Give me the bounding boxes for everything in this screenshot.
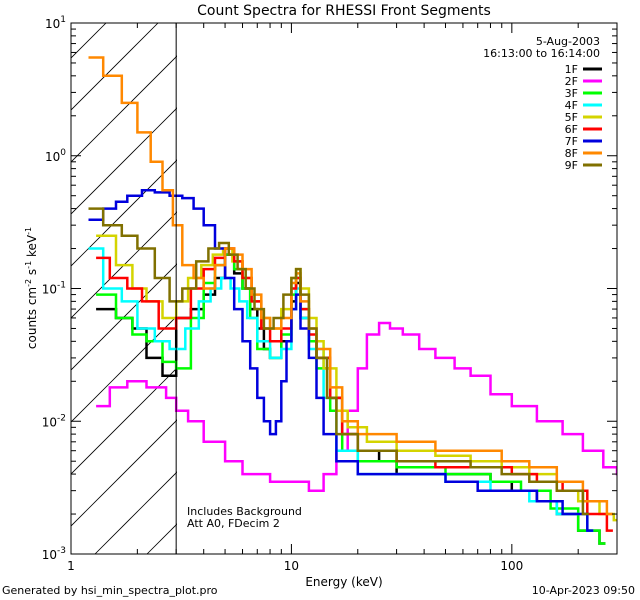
series-3F (96, 253, 606, 545)
y-tick-label: 10-1 (42, 281, 66, 297)
observation-date: 5-Aug-2003 (536, 35, 600, 48)
legend-label-2F: 2F (565, 75, 578, 88)
series-2F (96, 321, 617, 492)
y-axis-label: counts cm-2 s-1 keV-1 (24, 227, 39, 349)
hatch-line (94, 471, 177, 554)
footer-timestamp: 10-Apr-2023 09:50 (531, 584, 635, 597)
chart-title: Count Spectra for RHESSI Front Segments (197, 3, 491, 19)
x-tick-label: 10 (284, 559, 299, 573)
legend-label-3F: 3F (565, 87, 578, 100)
hatch-line (303, 0, 640, 554)
hatch-line (71, 23, 107, 59)
hatch-line (71, 419, 177, 527)
series-layer (88, 56, 617, 545)
tick-labels: 1 10 100 101 100 10-1 10-2 10-3 (42, 15, 524, 573)
hatch-line (71, 55, 177, 163)
legend-label-1F: 1F (565, 63, 578, 76)
hatch-line (71, 159, 177, 267)
hatch-line (0, 0, 123, 554)
series-7F (88, 188, 594, 532)
background-note: Includes Background (187, 505, 302, 518)
legend-label-6F: 6F (565, 123, 578, 136)
hatch-line (407, 0, 640, 554)
x-tick-label: 1 (67, 559, 75, 573)
x-axis-label: Energy (keV) (305, 575, 382, 589)
series-4F (88, 247, 594, 532)
series-9F (88, 207, 589, 516)
y-tick-label: 100 (45, 148, 66, 164)
hatch-line (71, 315, 177, 423)
hatch-line (71, 211, 177, 319)
axis-ticks (70, 22, 618, 555)
attenuator-hatch-region (0, 0, 640, 554)
attenuator-note: Att A0, FDecim 2 (187, 517, 280, 530)
hatch-line (71, 23, 159, 111)
series-6F (96, 247, 613, 532)
y-tick-label: 10-2 (42, 413, 66, 429)
legend-label-7F: 7F (565, 135, 578, 148)
hatch-line (71, 367, 177, 475)
legend-label-5F: 5F (565, 111, 578, 124)
x-tick-label: 100 (500, 559, 523, 573)
generated-by-text: Generated by hsi_min_spectra_plot.pro (2, 584, 218, 597)
observation-time-range: 16:13:00 to 16:14:00 (483, 47, 600, 60)
series-8F (88, 56, 613, 516)
legend-label-9F: 9F (565, 159, 578, 172)
y-tick-label: 10-3 (42, 546, 66, 562)
y-tick-label: 101 (45, 15, 66, 31)
legend-label-8F: 8F (565, 147, 578, 160)
hatch-line (459, 0, 640, 554)
legend-label-4F: 4F (565, 99, 578, 112)
